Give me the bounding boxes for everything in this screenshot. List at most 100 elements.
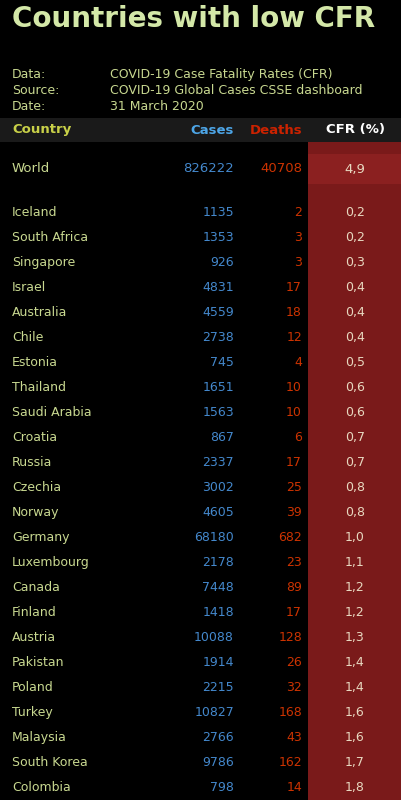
Text: 168: 168: [277, 706, 301, 719]
Text: 1914: 1914: [202, 656, 233, 669]
Text: 12: 12: [286, 331, 301, 344]
Text: Chile: Chile: [12, 331, 43, 344]
Text: 2178: 2178: [202, 556, 233, 569]
Text: 4559: 4559: [202, 306, 233, 319]
Text: 10: 10: [286, 381, 301, 394]
Text: 867: 867: [210, 431, 233, 444]
Text: 3002: 3002: [202, 481, 233, 494]
Text: COVID-19 Case Fatality Rates (CFR): COVID-19 Case Fatality Rates (CFR): [110, 68, 332, 81]
Text: 4831: 4831: [202, 281, 233, 294]
Bar: [0, 118, 401, 142]
Text: 0,4: 0,4: [344, 331, 364, 344]
Text: 128: 128: [277, 631, 301, 644]
Text: Cases: Cases: [190, 123, 233, 137]
Text: 1651: 1651: [202, 381, 233, 394]
Text: 10827: 10827: [194, 706, 233, 719]
Text: Turkey: Turkey: [12, 706, 53, 719]
Text: Luxembourg: Luxembourg: [12, 556, 89, 569]
Text: 18: 18: [286, 306, 301, 319]
Text: Deaths: Deaths: [249, 123, 301, 137]
Text: 0,4: 0,4: [344, 306, 364, 319]
Text: 26: 26: [286, 656, 301, 669]
Text: South Korea: South Korea: [12, 756, 87, 769]
Text: 4: 4: [294, 356, 301, 369]
Text: 89: 89: [286, 581, 301, 594]
Text: 798: 798: [210, 781, 233, 794]
Text: 40708: 40708: [259, 162, 301, 175]
Text: Country: Country: [12, 123, 71, 137]
Text: 10: 10: [286, 406, 301, 419]
Text: 4,9: 4,9: [344, 162, 365, 175]
Text: Croatia: Croatia: [12, 431, 57, 444]
Text: 4605: 4605: [202, 506, 233, 519]
Text: 0,4: 0,4: [344, 281, 364, 294]
Text: Israel: Israel: [12, 281, 46, 294]
Text: Austria: Austria: [12, 631, 56, 644]
Text: 1,6: 1,6: [344, 731, 364, 744]
Text: 1,4: 1,4: [344, 681, 364, 694]
Text: 39: 39: [286, 506, 301, 519]
Text: World: World: [12, 162, 50, 175]
Text: 0,5: 0,5: [344, 356, 364, 369]
Text: 1135: 1135: [202, 206, 233, 219]
Text: 2766: 2766: [202, 731, 233, 744]
Text: Germany: Germany: [12, 531, 69, 544]
Text: Date:: Date:: [12, 100, 46, 113]
Text: 2738: 2738: [202, 331, 233, 344]
Text: Finland: Finland: [12, 606, 57, 619]
Text: 1353: 1353: [202, 231, 233, 244]
Text: 23: 23: [286, 556, 301, 569]
Text: Data:: Data:: [12, 68, 46, 81]
Text: 0,7: 0,7: [344, 456, 364, 469]
Text: 745: 745: [210, 356, 233, 369]
Text: CFR (%): CFR (%): [325, 123, 383, 137]
Text: Russia: Russia: [12, 456, 52, 469]
Text: Estonia: Estonia: [12, 356, 58, 369]
Text: Malaysia: Malaysia: [12, 731, 67, 744]
Text: Countries with low CFR: Countries with low CFR: [12, 5, 374, 33]
Text: 1418: 1418: [202, 606, 233, 619]
Text: South Africa: South Africa: [12, 231, 88, 244]
Text: 0,7: 0,7: [344, 431, 364, 444]
Text: 1,2: 1,2: [344, 581, 364, 594]
Text: 6: 6: [294, 431, 301, 444]
Text: Colombia: Colombia: [12, 781, 71, 794]
Text: 1,6: 1,6: [344, 706, 364, 719]
Text: 14: 14: [286, 781, 301, 794]
Text: 0,3: 0,3: [344, 256, 364, 269]
Text: 1,0: 1,0: [344, 531, 364, 544]
Text: 1,2: 1,2: [344, 606, 364, 619]
Text: 1,4: 1,4: [344, 656, 364, 669]
Text: Source:: Source:: [12, 84, 59, 97]
Text: 7448: 7448: [202, 581, 233, 594]
Text: Iceland: Iceland: [12, 206, 57, 219]
Text: 2215: 2215: [202, 681, 233, 694]
Text: 1,8: 1,8: [344, 781, 364, 794]
Text: 682: 682: [277, 531, 301, 544]
Text: 32: 32: [286, 681, 301, 694]
Text: 826222: 826222: [183, 162, 233, 175]
Bar: [307, 142, 401, 800]
Text: 3: 3: [294, 256, 301, 269]
Text: 0,2: 0,2: [344, 231, 364, 244]
Text: 2: 2: [294, 206, 301, 219]
Text: 1,3: 1,3: [344, 631, 364, 644]
Text: 17: 17: [286, 606, 301, 619]
Text: 926: 926: [210, 256, 233, 269]
Text: Thailand: Thailand: [12, 381, 66, 394]
Text: Czechia: Czechia: [12, 481, 61, 494]
Text: Norway: Norway: [12, 506, 59, 519]
Text: Australia: Australia: [12, 306, 67, 319]
Text: 0,8: 0,8: [344, 506, 364, 519]
Text: Singapore: Singapore: [12, 256, 75, 269]
Text: 25: 25: [286, 481, 301, 494]
Text: 162: 162: [277, 756, 301, 769]
Text: 0,6: 0,6: [344, 406, 364, 419]
Bar: [307, 154, 401, 184]
Text: Canada: Canada: [12, 581, 60, 594]
Text: 2337: 2337: [202, 456, 233, 469]
Text: 1,1: 1,1: [344, 556, 364, 569]
Text: 68180: 68180: [194, 531, 233, 544]
Text: 0,6: 0,6: [344, 381, 364, 394]
Text: 1563: 1563: [202, 406, 233, 419]
